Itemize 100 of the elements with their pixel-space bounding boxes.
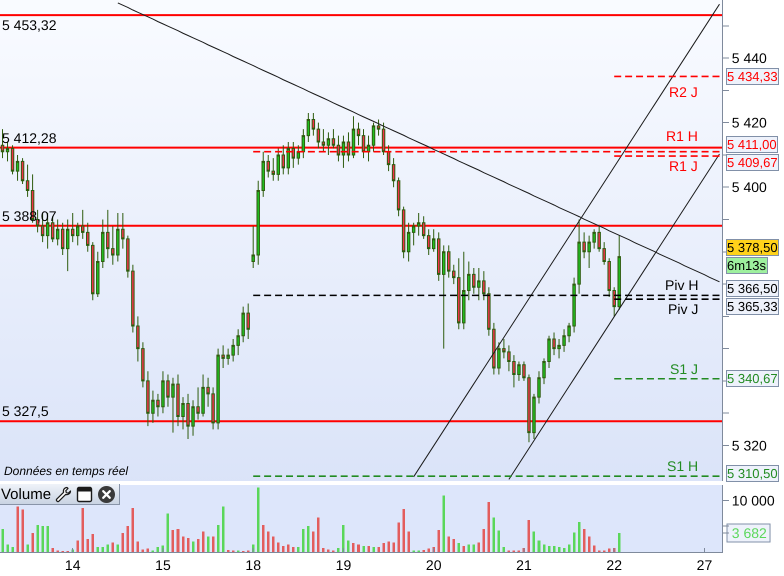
data-label: 5 365,33 [727,299,778,314]
candlestick [362,128,366,159]
bar [156,546,160,552]
series-label: R1 H [666,128,698,144]
bar [502,546,506,552]
candlestick [537,370,541,404]
annotation: Données en temps réel [4,464,128,478]
bar [146,548,150,552]
bar [1,528,4,552]
panel-header: Volume [0,484,120,505]
bar [538,540,540,552]
bar [382,543,385,552]
bar [272,536,275,552]
bar [558,546,560,552]
y-tick-label: 5 420 [732,114,768,131]
bar [186,538,190,552]
bar [322,548,325,552]
bar [126,526,130,552]
bar [608,548,610,552]
bar [588,536,590,552]
bar [166,513,170,552]
bar [81,508,84,552]
bar [282,546,285,552]
bar [256,488,260,552]
data-label: 5 434,33 [727,69,778,84]
candlestick [542,358,546,385]
bar [212,536,214,552]
bar [142,549,144,552]
x-tick-label: 27 [696,556,712,573]
bar [582,528,586,552]
series-label: Piv H [665,277,698,293]
bar [46,526,49,552]
bar [206,536,210,552]
bar [92,534,94,552]
bar [6,544,9,552]
bar [26,544,29,552]
bar [397,522,400,552]
bar [112,542,114,552]
bar [216,525,220,552]
text: 5 378,50 [727,240,778,255]
bar [468,544,470,552]
bar [462,546,466,552]
bar [407,531,410,552]
bar [562,548,566,552]
bar [327,549,330,552]
bar [498,530,500,552]
bar [302,528,305,552]
bar [452,539,456,552]
bar [592,545,596,552]
bar [122,532,124,552]
bar [357,544,360,552]
bar [528,520,530,552]
data-label: 5 411,00 [727,137,777,152]
candlestick [356,122,360,146]
bar [488,502,490,552]
candlestick [532,393,536,440]
data-label: 5 310,50 [727,466,778,481]
bar [262,525,264,552]
x-tick-label: 22 [606,556,622,573]
bar [16,506,19,552]
x-tick-label: 21 [516,556,532,573]
bar [196,539,200,552]
bar [367,546,370,552]
candlestick [352,116,356,159]
bar [266,531,270,552]
bar [342,525,345,552]
series-label: R1 J [669,158,698,174]
bar [568,544,570,552]
bar [202,531,204,552]
y-tick-label: 5 440 [732,50,768,66]
bar [317,517,320,552]
y-tick-label: 5 320 [732,437,768,454]
bar [132,508,134,552]
bar [458,543,460,552]
bar [578,522,580,552]
bar [222,506,224,552]
bar [312,531,315,552]
bar [447,536,450,552]
bar [96,546,100,552]
bar [542,544,546,552]
bar [532,531,536,552]
bar [427,548,430,552]
bar [572,532,576,552]
bar [377,546,380,552]
bar [172,530,174,552]
x-tick-label: 20 [426,556,442,573]
data-label: 5 409,67 [727,155,778,170]
chart-title: Volume [1,486,52,502]
bar [482,528,486,552]
candlestick [171,377,175,434]
candlestick [176,374,180,427]
bar [392,542,395,552]
series-label: Piv J [668,301,698,317]
bar [41,526,44,552]
bar [102,546,104,552]
bar [106,544,110,552]
bar [442,495,445,552]
series-label: S1 J [670,361,698,377]
bar [297,546,300,552]
bar [492,517,496,552]
